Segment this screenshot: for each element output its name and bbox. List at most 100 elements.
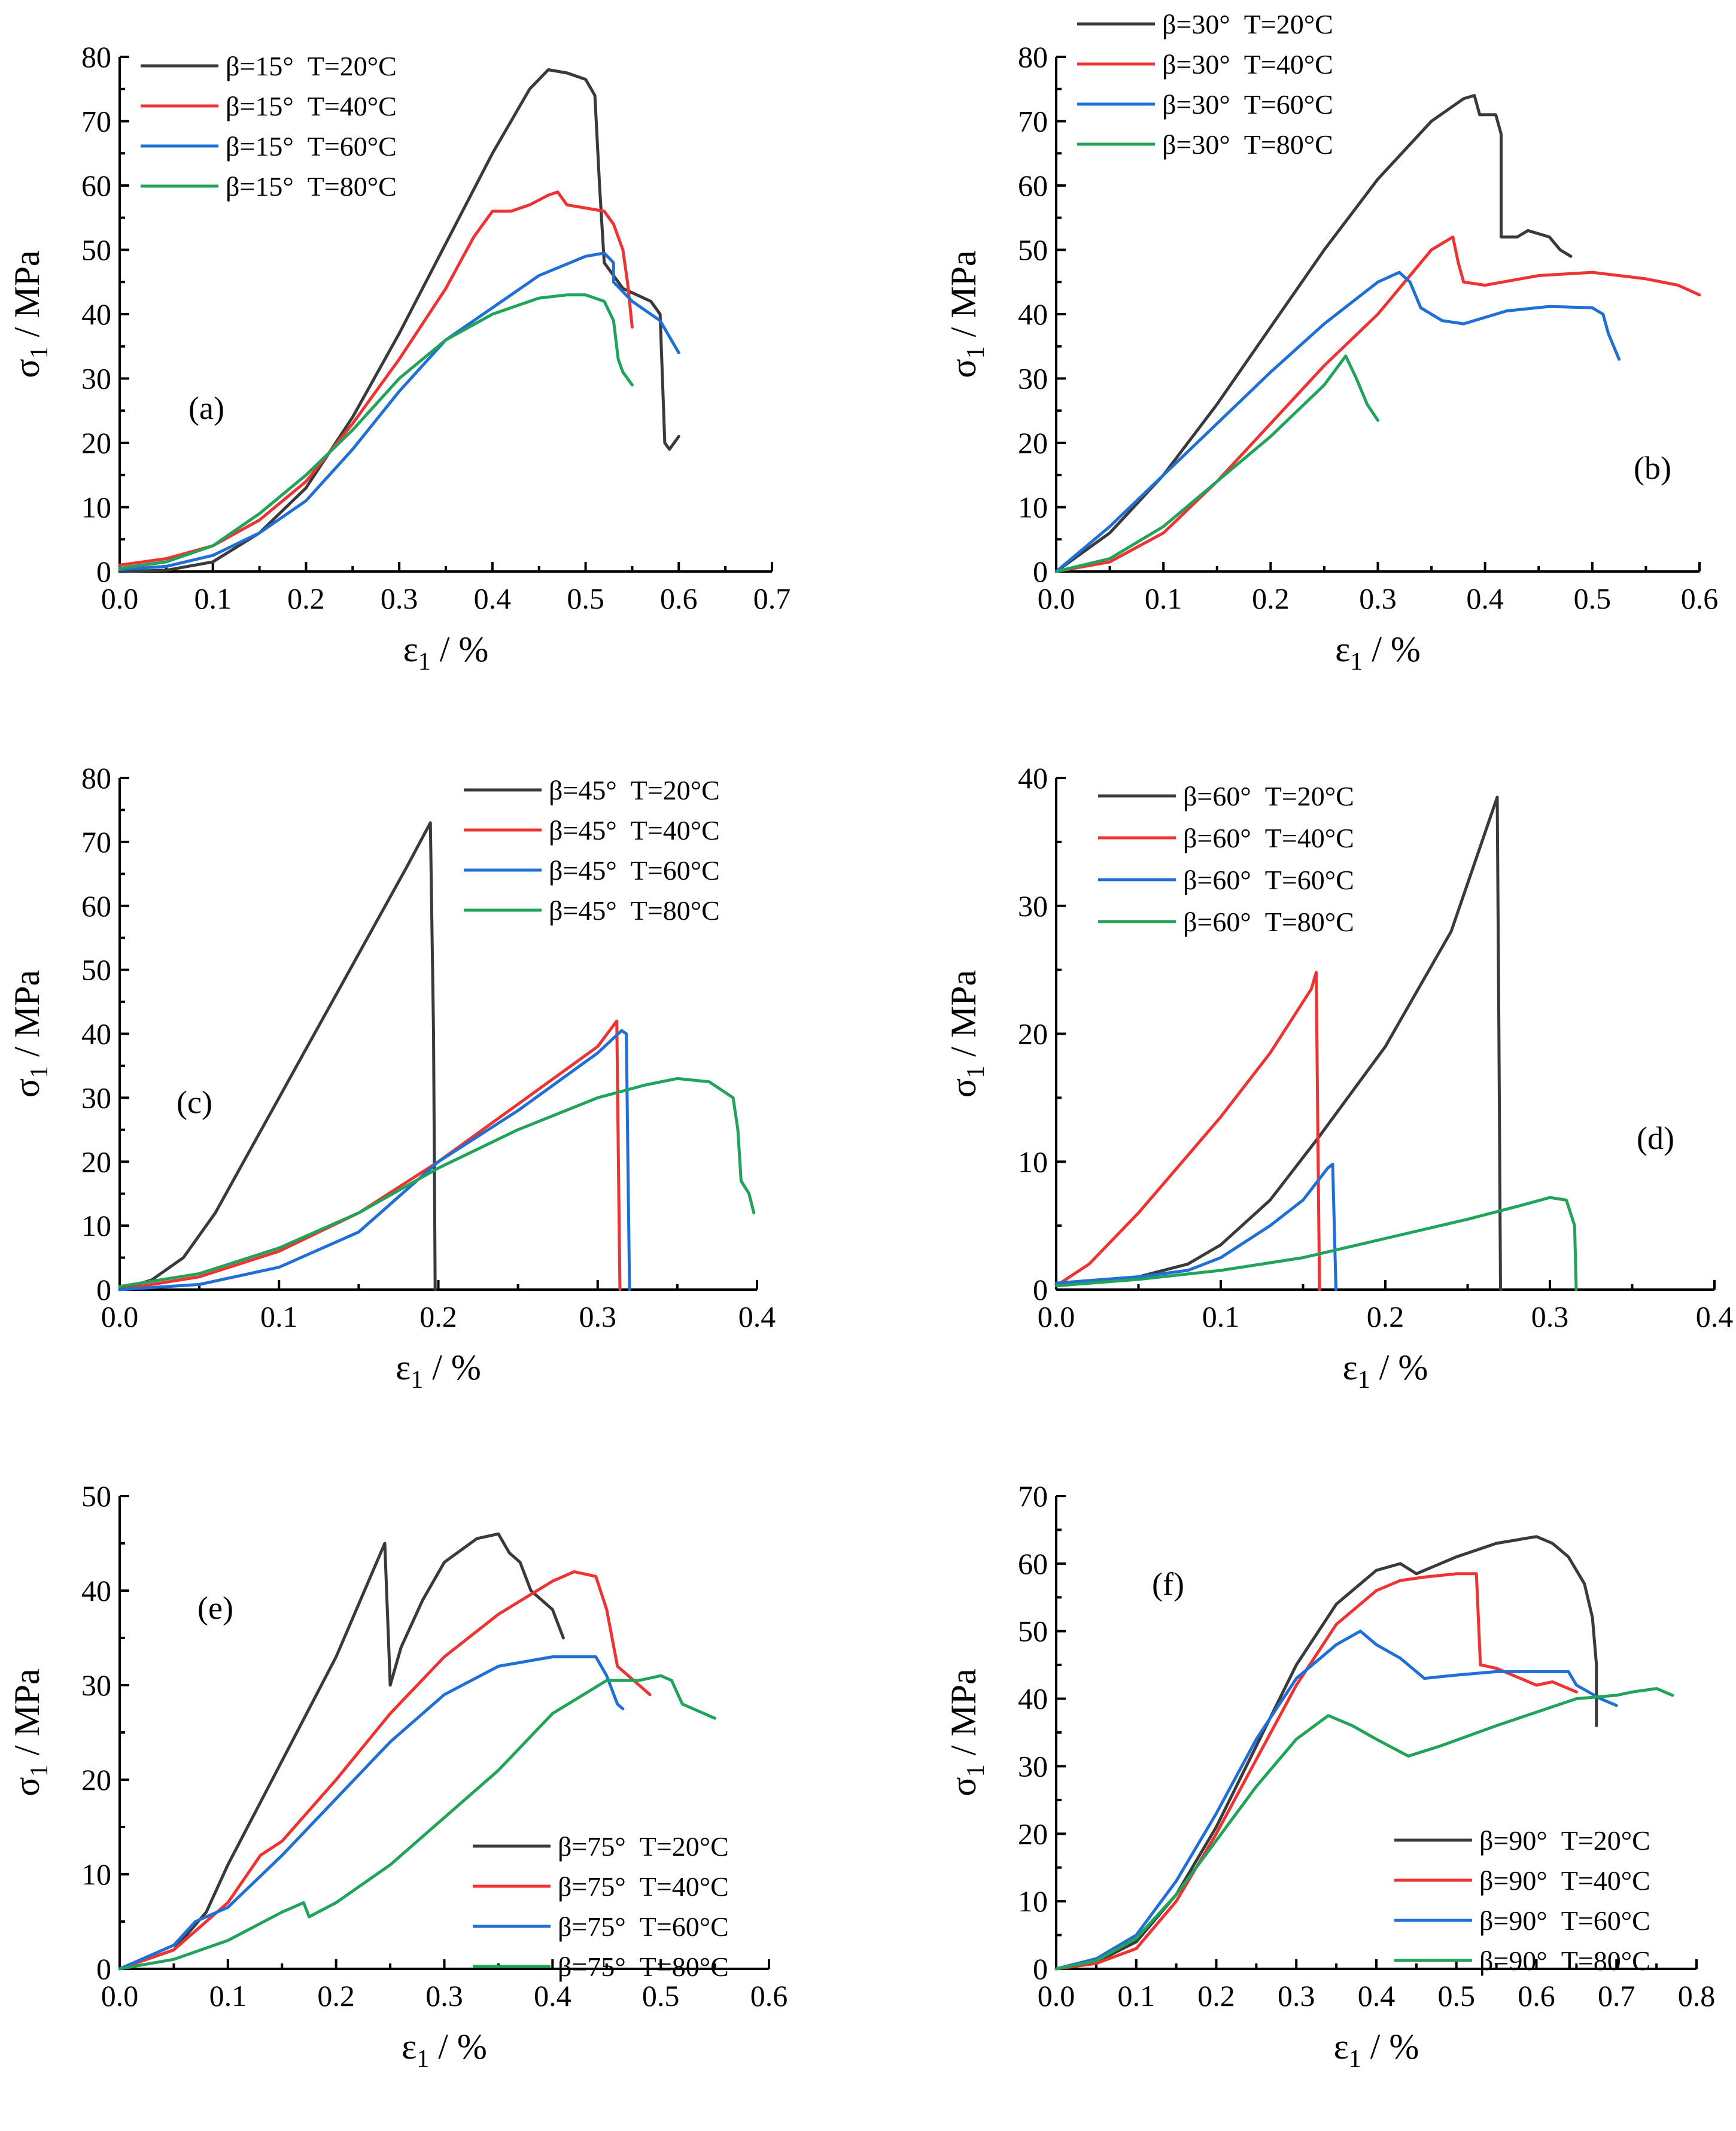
panel-f: 0.0 0.1 0.2 0.3 0.4 0.5 0.6 0.7 0.8 0 10 20 30 40 50 60… <box>944 1479 1715 2073</box>
x-tick-label: 0.1 <box>1118 1979 1156 2013</box>
x-tick-label: 0.2 <box>419 1300 457 1333</box>
series-line-40c <box>118 1570 652 1971</box>
panel-label: (e) <box>197 1590 233 1626</box>
y-tick-label: 50 <box>81 953 111 987</box>
x-tick-label: 0.2 <box>1367 1300 1404 1333</box>
x-tick-label: 0.0 <box>101 1979 139 2013</box>
legend-label: β=15° T=80°C <box>226 171 397 202</box>
x-tick-label: 0.1 <box>194 582 232 615</box>
x-tick-label: 0.5 <box>567 582 604 615</box>
series-line-60c <box>118 1029 631 1291</box>
legend-label: β=45° T=40°C <box>549 815 720 846</box>
y-tick-label: 20 <box>1018 426 1048 460</box>
panel-e: 0.0 0.1 0.2 0.3 0.4 0.5 0.6 0 10 20 30 40 50 ε1 / % σ1… <box>7 1479 788 2073</box>
y-axis-label: σ1 / MPa <box>7 970 53 1098</box>
x-tick-label: 0.0 <box>1038 1300 1075 1333</box>
y-tick-label: 30 <box>1018 1749 1048 1783</box>
y-tick-label: 40 <box>1018 1682 1048 1716</box>
x-tick-label: 0.4 <box>1358 1979 1396 2013</box>
x-tick-label: 0.3 <box>425 1979 463 2013</box>
x-tick-label: 0.1 <box>1202 1300 1240 1333</box>
legend-label: β=90° T=60°C <box>1479 1905 1650 1936</box>
x-tick-label: 0.0 <box>1038 1979 1075 2013</box>
x-tick-label: 0.6 <box>1518 1979 1555 2013</box>
y-tick-label: 70 <box>1018 105 1048 138</box>
y-axis-label: σ1 / MPa <box>7 250 53 378</box>
series-line-20c <box>1054 94 1573 573</box>
x-tick-label: 0.1 <box>1145 582 1182 615</box>
y-tick-label: 40 <box>1018 297 1048 331</box>
x-tick-label: 0.4 <box>1696 1300 1734 1333</box>
y-tick-label: 30 <box>81 1668 111 1702</box>
y-tick-label: 30 <box>81 362 111 396</box>
panel-label: (d) <box>1637 1120 1674 1156</box>
series-line-60c <box>118 251 680 571</box>
y-tick-label: 10 <box>1018 1884 1048 1918</box>
legend-label: β=15° T=60°C <box>226 131 397 162</box>
y-tick-label: 20 <box>1018 1017 1048 1051</box>
y-tick-label: 50 <box>81 233 111 267</box>
y-tick-label: 20 <box>81 1145 111 1178</box>
series-line-60c <box>118 1655 625 1971</box>
y-tick-label: 10 <box>1018 1145 1048 1178</box>
legend-label: β=30° T=60°C <box>1162 89 1333 120</box>
series-line-60c <box>1054 1163 1337 1291</box>
x-axis-label: ε1 / % <box>403 630 489 676</box>
legend-label: β=15° T=40°C <box>226 91 397 121</box>
series-line-60c <box>1054 1630 1618 1971</box>
legend-label: β=90° T=20°C <box>1479 1825 1650 1856</box>
legend-label: β=45° T=60°C <box>549 855 720 886</box>
series-line-80c <box>1054 1687 1674 1971</box>
x-tick-label: 0.1 <box>209 1979 247 2013</box>
y-tick-label: 0 <box>96 1273 111 1306</box>
x-tick-label: 0.5 <box>1438 1979 1476 2013</box>
series-line-20c <box>118 1532 565 1971</box>
y-tick-label: 80 <box>81 40 111 74</box>
y-tick-label: 0 <box>96 555 111 588</box>
legend-label: β=15° T=20°C <box>226 51 397 81</box>
panel-a: 0.0 0.1 0.2 0.3 0.4 0.5 0.6 0.7 0 10 20 30 40 50 60 70 8… <box>7 40 791 676</box>
y-axis-label: σ1 / MPa <box>944 250 990 378</box>
y-tick-label: 20 <box>81 1763 111 1796</box>
x-tick-label: 0.0 <box>1038 582 1075 615</box>
legend-label: β=30° T=40°C <box>1162 49 1333 80</box>
legend-label: β=60° T=80°C <box>1183 907 1354 937</box>
legend-label: β=75° T=80°C <box>558 1951 729 1982</box>
legend-label: β=75° T=40°C <box>558 1871 729 1902</box>
legend-label: β=45° T=80°C <box>549 895 720 926</box>
series-line-80c <box>1054 354 1379 573</box>
panel-label: (a) <box>189 390 224 426</box>
y-tick-label: 10 <box>81 1858 111 1891</box>
y-tick-label: 70 <box>1018 1479 1048 1513</box>
x-tick-label: 0.5 <box>1574 582 1612 615</box>
legend-label: β=30° T=20°C <box>1162 9 1333 39</box>
legend-label: β=60° T=40°C <box>1183 823 1354 853</box>
x-tick-label: 0.3 <box>579 1300 617 1333</box>
series-line-20c <box>1054 795 1502 1291</box>
y-tick-label: 50 <box>81 1479 111 1513</box>
legend-label: β=75° T=20°C <box>558 1831 729 1862</box>
panel-d: 0.0 0.1 0.2 0.3 0.4 0 10 20 30 40 ε1 / % σ1 / MPa β=… <box>944 761 1733 1394</box>
y-axis-label: σ1 / MPa <box>944 1668 990 1796</box>
x-tick-label: 0.0 <box>101 1300 139 1333</box>
panel-b: 0.0 0.1 0.2 0.3 0.4 0.5 0.6 0 10 20 30 40 50 60 70 80 ε1… <box>944 9 1718 676</box>
series-line-80c <box>118 1077 756 1288</box>
x-tick-label: 0.6 <box>750 1979 788 2013</box>
y-tick-label: 60 <box>1018 1547 1048 1580</box>
y-tick-label: 40 <box>81 1017 111 1051</box>
x-tick-label: 0.3 <box>1359 582 1397 615</box>
x-tick-label: 0.3 <box>381 582 418 615</box>
y-tick-label: 0 <box>1033 1273 1048 1306</box>
y-tick-label: 50 <box>1018 233 1048 267</box>
series-line-20c <box>118 821 437 1291</box>
y-tick-label: 40 <box>81 297 111 331</box>
panel-label: (c) <box>177 1084 212 1120</box>
legend-label: β=90° T=80°C <box>1479 1945 1650 1976</box>
x-tick-label: 0.4 <box>1466 582 1504 615</box>
x-axis-label: ε1 / % <box>402 2027 487 2073</box>
y-tick-label: 10 <box>1018 491 1048 524</box>
panel-label: (b) <box>1634 450 1671 486</box>
x-tick-label: 0.4 <box>474 582 512 615</box>
y-tick-label: 20 <box>1018 1817 1048 1850</box>
